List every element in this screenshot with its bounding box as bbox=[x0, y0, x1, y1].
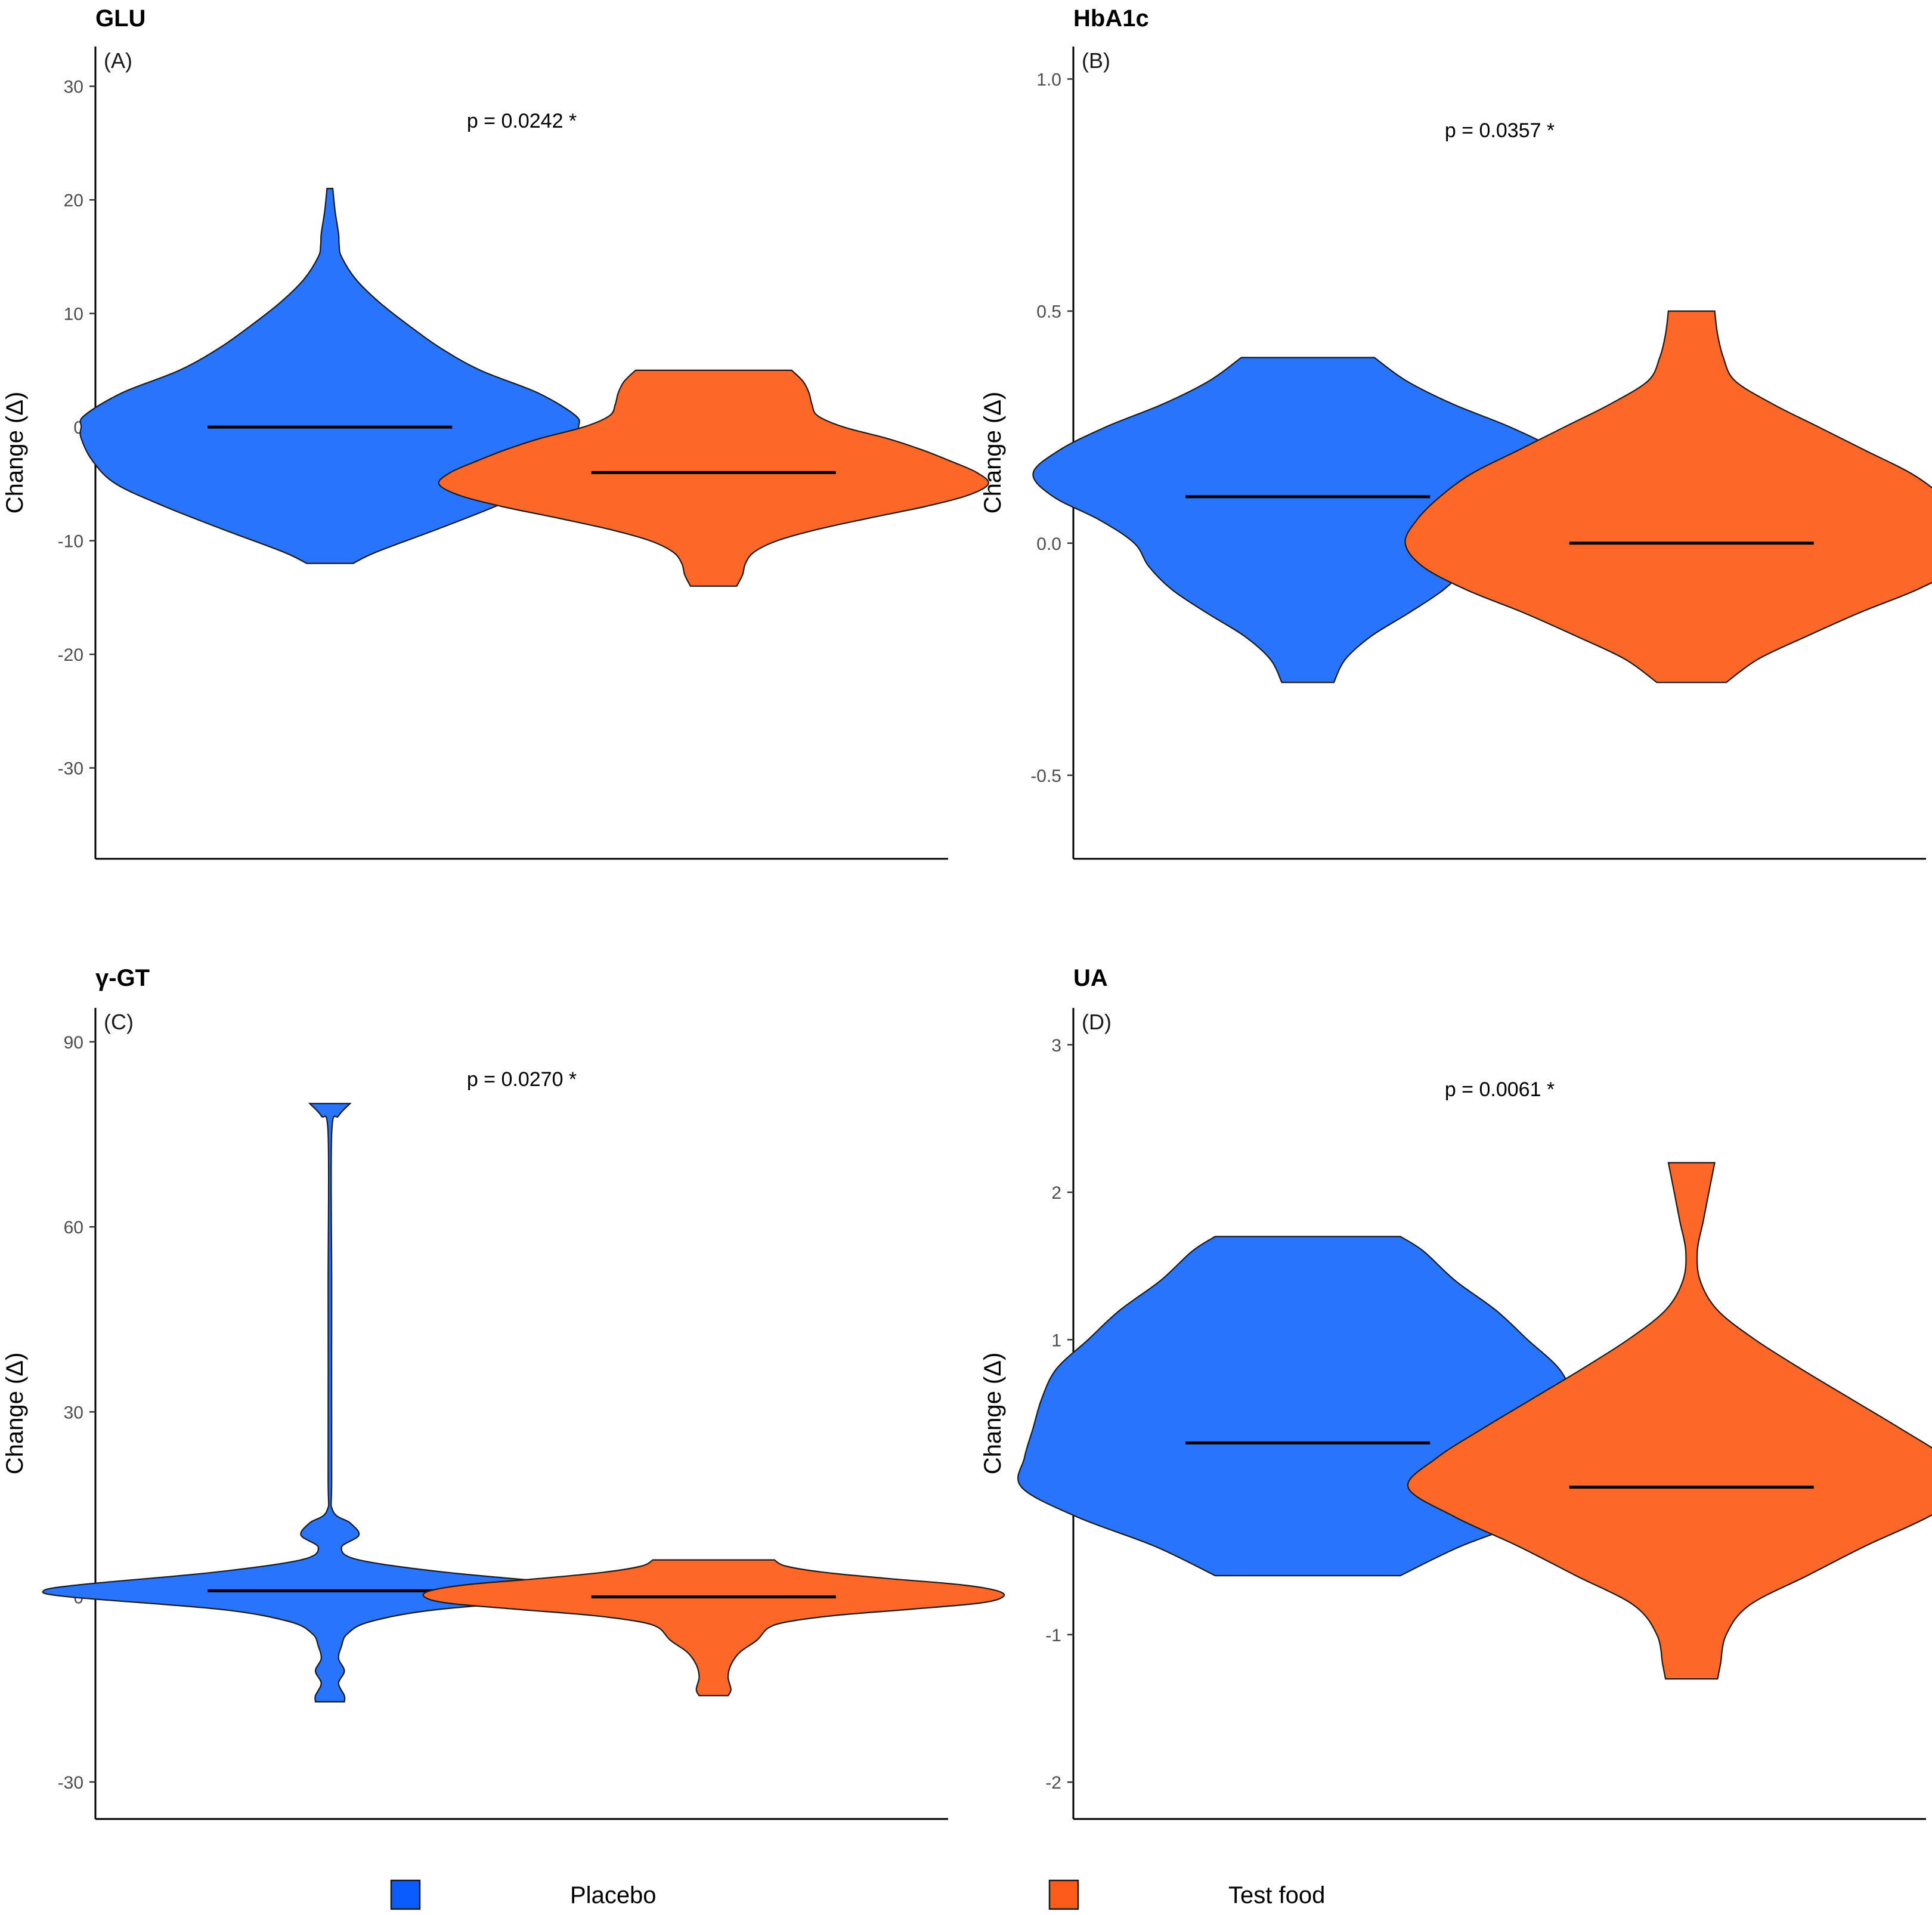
y-tick-label: -2 bbox=[1045, 1773, 1061, 1793]
p-value-label: p = 0.0270 * bbox=[467, 1068, 577, 1091]
y-tick-label: -10 bbox=[58, 532, 83, 552]
y-tick-label: -1 bbox=[1045, 1626, 1061, 1645]
y-axis-title: Change (Δ) bbox=[980, 1353, 1006, 1475]
panel-3: γ-GT(C)-300306090Change (Δ)p = 0.0270 * bbox=[2, 965, 1005, 1820]
y-tick-label: -30 bbox=[58, 1773, 83, 1793]
panel-title: GLU bbox=[95, 5, 145, 32]
y-tick-label: 1.0 bbox=[1036, 70, 1061, 89]
panel-title: HbA1c bbox=[1073, 5, 1149, 32]
legend-label-placebo: Placebo bbox=[570, 1882, 657, 1908]
violin-test-food bbox=[422, 1559, 1005, 1697]
y-tick-label: 30 bbox=[64, 1403, 83, 1422]
panel-title: γ-GT bbox=[95, 965, 150, 991]
y-tick-label: 0.0 bbox=[1036, 534, 1061, 554]
violin-placebo bbox=[42, 1103, 618, 1703]
y-tick-label: 2 bbox=[1051, 1183, 1061, 1203]
violin-test-food bbox=[1404, 310, 1932, 683]
y-tick-label: 10 bbox=[64, 305, 83, 324]
y-tick-label: -30 bbox=[58, 759, 83, 779]
legend: Placebo Test food bbox=[390, 1879, 1325, 1910]
legend-key-test-food bbox=[1048, 1879, 1079, 1910]
violin-test-food bbox=[438, 369, 989, 587]
y-tick-label: 60 bbox=[64, 1218, 83, 1238]
p-value-label: p = 0.0061 * bbox=[1445, 1078, 1555, 1101]
y-tick-label: 1 bbox=[1051, 1331, 1061, 1350]
violin-test-food bbox=[1407, 1162, 1932, 1680]
panel-2: HbA1c (B) -0.5 0.0 0.5 1.0 Change (Δ) p = 0.035… bbox=[980, 5, 1932, 860]
panel-title: UA bbox=[1073, 965, 1108, 991]
panel-4: UA(D)-2-10123Change (Δ)p = 0.0061 * bbox=[980, 965, 1932, 1820]
y-tick-label: 3 bbox=[1051, 1036, 1061, 1056]
p-value-label: p = 0.0357 * bbox=[1445, 119, 1555, 142]
y-tick-label: 90 bbox=[64, 1033, 83, 1053]
legend-label-test-food: Test food bbox=[1228, 1882, 1325, 1908]
legend-key-placebo bbox=[390, 1879, 421, 1910]
y-axis-title: Change (Δ) bbox=[2, 1353, 28, 1475]
y-axis-title: Change (Δ) bbox=[980, 392, 1006, 514]
y-tick-label: -0.5 bbox=[1030, 766, 1061, 786]
panel-tag: (D) bbox=[1082, 1010, 1111, 1034]
y-tick-label: 0.5 bbox=[1036, 302, 1061, 322]
panel-tag: (C) bbox=[104, 1010, 134, 1034]
panel-tag: (B) bbox=[1082, 48, 1110, 73]
p-value-label: p = 0.0242 * bbox=[467, 110, 577, 132]
y-axis-title: Change (Δ) bbox=[2, 392, 28, 514]
y-tick-label: 30 bbox=[64, 78, 83, 97]
y-tick-label: -20 bbox=[58, 645, 83, 665]
y-tick-label: 20 bbox=[64, 191, 83, 211]
panel-tag: (A) bbox=[104, 48, 132, 73]
